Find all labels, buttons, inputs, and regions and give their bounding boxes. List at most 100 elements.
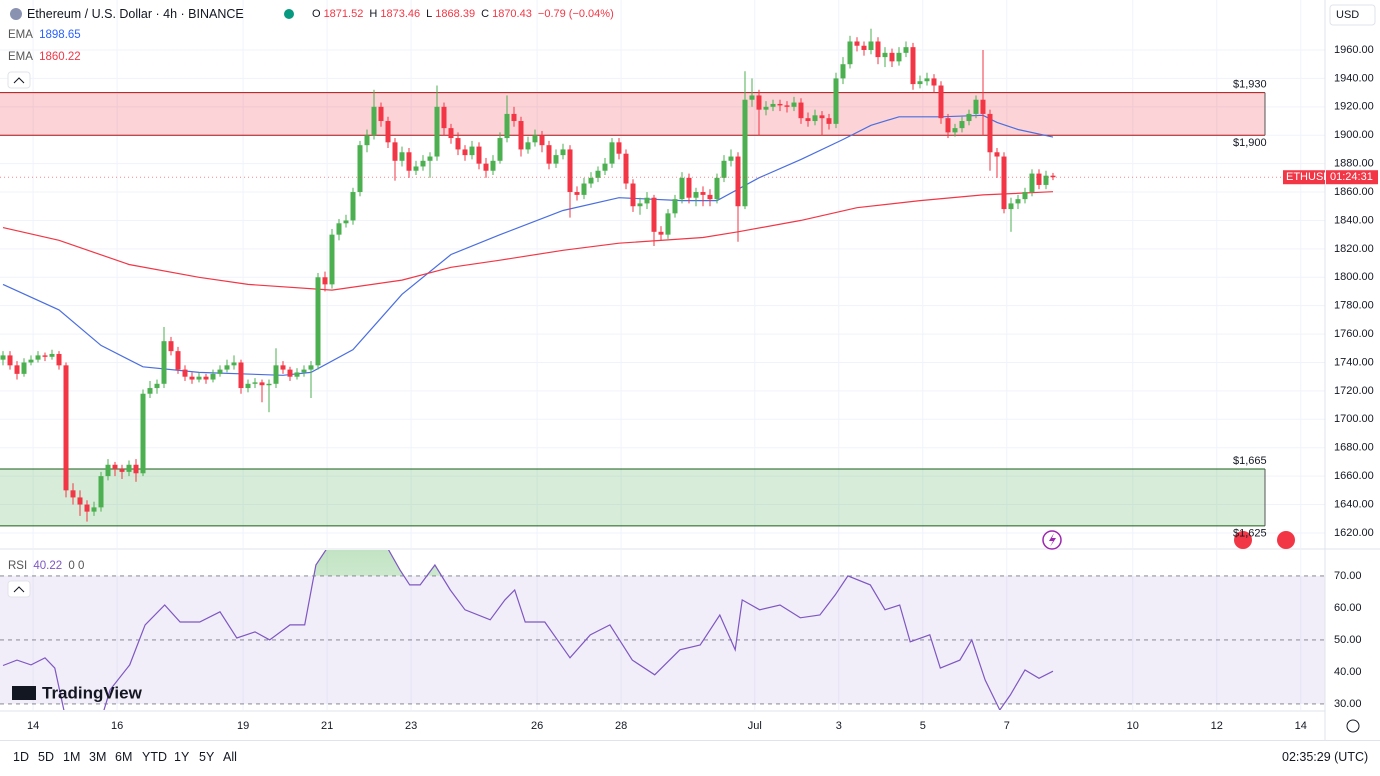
range-button[interactable]: 1D (13, 750, 29, 764)
candle-body (140, 393, 146, 474)
candle-body (623, 153, 629, 184)
economic-event-icon[interactable] (1234, 531, 1252, 549)
x-tick-label: 7 (1004, 720, 1010, 732)
candle-body (147, 388, 153, 394)
candle-body (567, 149, 573, 193)
candle-body (707, 194, 713, 200)
x-tick-label: 19 (237, 720, 249, 732)
candle-body (70, 490, 76, 498)
candle-body (203, 376, 209, 380)
ema-legend: EMA 1860.22 (8, 51, 84, 63)
candle-body (322, 277, 328, 285)
l-label: L (426, 8, 433, 20)
candle-body (105, 464, 111, 477)
ema-label: EMA (8, 51, 33, 63)
candle-body (973, 99, 979, 114)
high: 1873.46 (380, 8, 421, 20)
y-tick-label: 1840.00 (1334, 214, 1374, 226)
candle-body (959, 121, 965, 129)
candle-body (784, 105, 790, 107)
candle-body (0, 355, 6, 360)
candle-body (791, 102, 797, 107)
rsi-line (2, 550, 1054, 710)
candle-body (742, 99, 748, 207)
x-tick-label: 3 (836, 720, 842, 732)
candle-body (441, 106, 447, 129)
candle-body (938, 85, 944, 119)
chevron (13, 586, 25, 593)
open: 1871.52 (323, 8, 364, 20)
y-tick-label: 1780.00 (1334, 300, 1374, 312)
candle-body (413, 166, 419, 171)
candle-body (301, 369, 307, 373)
h-label: H (369, 8, 378, 20)
lightning (1049, 533, 1056, 547)
candle-body (329, 234, 335, 285)
candle-body (77, 497, 83, 505)
range-button[interactable]: 6M (115, 750, 133, 764)
x-tick-label: 14 (1295, 720, 1307, 732)
candle-body (28, 359, 34, 363)
candle-body (658, 231, 664, 235)
candle-body (1015, 199, 1021, 204)
candle-body (406, 152, 412, 171)
y-tick-label: 1820.00 (1334, 243, 1374, 255)
candle-body (35, 355, 41, 360)
candle-body (672, 199, 678, 214)
candle-body (812, 115, 818, 122)
y-tick-label: 1760.00 (1334, 328, 1374, 340)
market-open-dot (284, 9, 294, 19)
candle-body (511, 113, 517, 122)
x-tick-label: Jul (748, 720, 762, 732)
candle-body (588, 177, 594, 184)
candle-body (469, 146, 475, 156)
candle-body (294, 372, 300, 377)
candle-body (63, 365, 69, 491)
rsi-tick-label: 50.00 (1334, 634, 1362, 646)
candle-body (728, 156, 734, 161)
range-button[interactable]: All (223, 750, 237, 764)
collapse-button[interactable] (7, 580, 31, 598)
range-button[interactable]: 1Y (174, 750, 190, 764)
candle-body (49, 353, 55, 357)
candle-body (532, 135, 538, 143)
candle-body (924, 78, 930, 82)
range-button[interactable]: 3M (89, 750, 107, 764)
candle-body (483, 163, 489, 171)
range-button[interactable]: YTD (142, 750, 167, 764)
zone (0, 469, 1265, 526)
range-button[interactable]: 1M (63, 750, 81, 764)
collapse-button[interactable] (7, 71, 31, 89)
candle-body (1043, 175, 1049, 185)
candle-body (1008, 203, 1014, 210)
candle-body (749, 95, 755, 100)
zone-label: $1,625 (1233, 528, 1267, 540)
candle-body (364, 135, 370, 146)
candle-body (385, 121, 391, 143)
economic-event-icon[interactable] (1277, 531, 1295, 549)
candle-body (56, 353, 62, 366)
candle-body (1050, 175, 1056, 178)
candle-body (371, 106, 377, 136)
candle-body (392, 142, 398, 161)
range-button[interactable]: 5Y (199, 750, 215, 764)
range-button[interactable]: 5D (38, 750, 54, 764)
settings-icon[interactable] (1346, 719, 1360, 733)
candle-body (14, 365, 20, 374)
legend-header: Ethereum / U.S. Dollar · 4h · BINANCE (27, 7, 247, 21)
currency-button[interactable] (1329, 4, 1376, 26)
candle-body (455, 138, 461, 150)
ohlc-legend: O 1871.52 H 1873.46 L 1868.39 C 1870.43 −0.7… (312, 8, 617, 20)
zone (0, 92, 1265, 136)
symbol-title: Ethereum / U.S. Dollar · 4h · BINANCE (27, 7, 244, 21)
bottom-toolbar: 1D 5D 1M 3M 6M YTD 1Y 5Y All 02:35:29 (U… (0, 740, 1380, 776)
candle-body (126, 464, 132, 472)
y-tick-label: 1920.00 (1334, 101, 1374, 113)
candle-body (721, 160, 727, 178)
candle-body (896, 52, 902, 62)
candle-body (644, 197, 650, 204)
rsi-band (0, 575, 1325, 704)
y-tick-label: 1660.00 (1334, 470, 1374, 482)
